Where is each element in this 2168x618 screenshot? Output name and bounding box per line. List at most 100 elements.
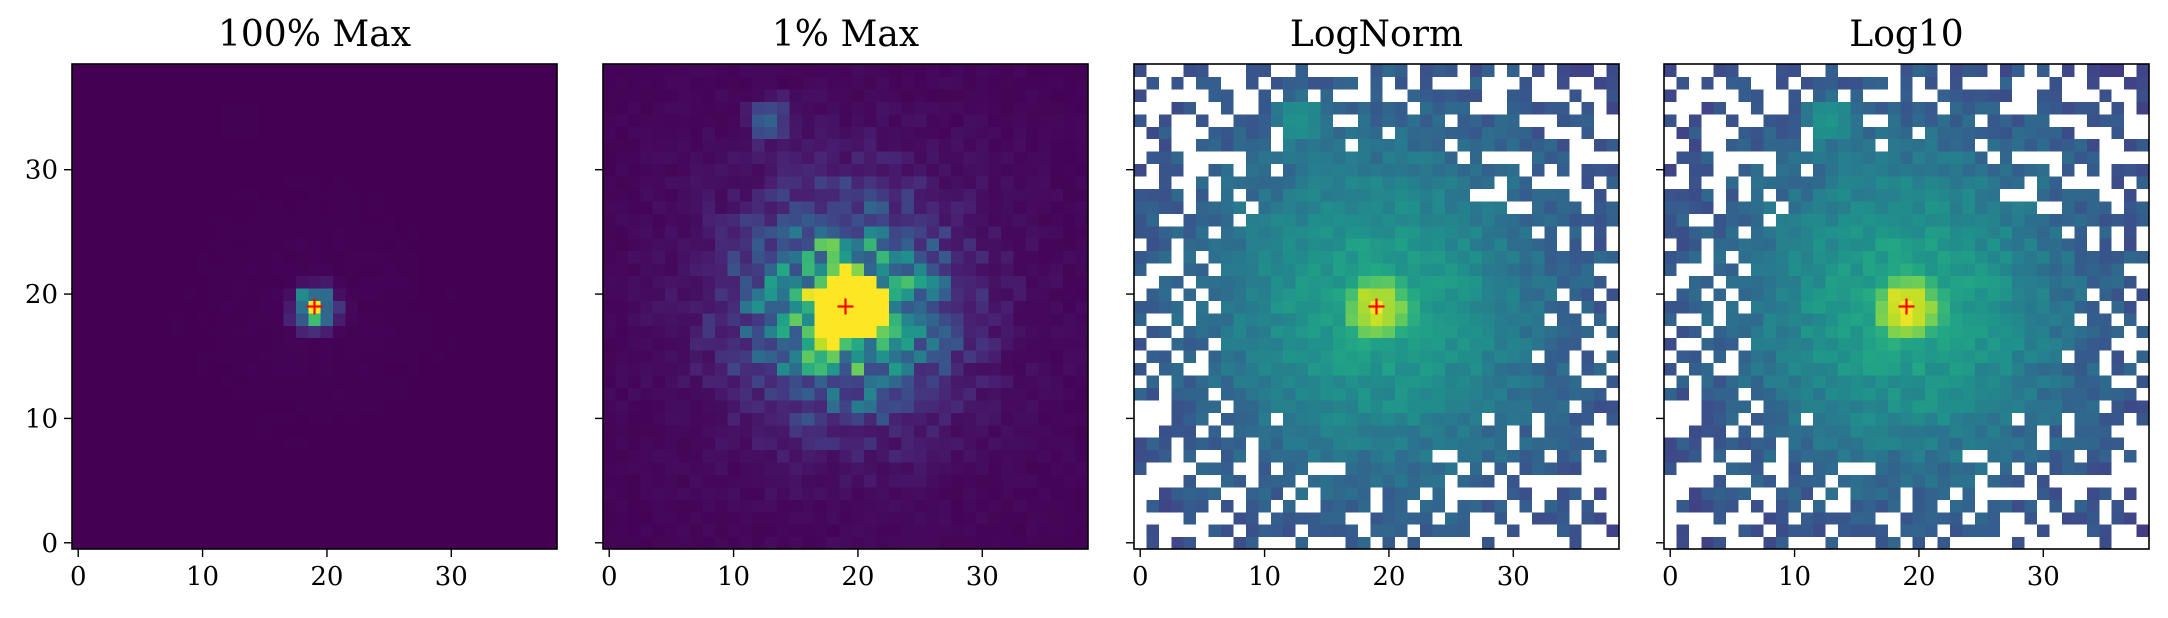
pixel (1606, 262, 1620, 277)
pixel (1407, 536, 1421, 550)
pixel (1912, 437, 1926, 451)
pixel (665, 374, 679, 388)
pixel (826, 486, 840, 500)
pixel (777, 76, 791, 90)
pixel (2099, 524, 2113, 538)
pixel (1606, 536, 1620, 550)
panel-3-image (1134, 64, 1620, 550)
pixel (640, 113, 654, 127)
pixel (1245, 387, 1259, 401)
pixel (1233, 275, 1247, 289)
pixel (482, 312, 496, 326)
pixel (469, 461, 483, 475)
pixel (1283, 387, 1297, 401)
pixel (777, 486, 791, 500)
pixel (1370, 262, 1384, 277)
pixel (1407, 101, 1421, 115)
pixel (714, 175, 728, 189)
pixel (295, 225, 309, 239)
pixel (1875, 449, 1889, 463)
pixel (901, 262, 915, 277)
pixel (1987, 511, 2001, 525)
pixel (603, 262, 617, 277)
pixel (951, 225, 965, 239)
pixel (727, 374, 741, 388)
pixel (913, 262, 927, 277)
pixel (789, 88, 803, 102)
pixel (370, 113, 384, 127)
panel-1-frame (71, 63, 558, 550)
pixel (1134, 213, 1148, 227)
pixel (814, 424, 828, 438)
pixel (196, 175, 210, 189)
pixel (1457, 312, 1471, 326)
pixel (652, 113, 666, 127)
pixel (988, 387, 1002, 401)
pixel (1075, 175, 1089, 189)
pixel (1531, 312, 1545, 326)
pixel (926, 200, 940, 214)
pixel (432, 474, 446, 488)
pixel (1075, 262, 1089, 277)
pixel (233, 225, 247, 239)
pixel (370, 64, 384, 78)
pixel (1544, 126, 1558, 140)
pixel (407, 449, 421, 463)
pixel (1950, 449, 1964, 463)
pixel (627, 151, 641, 165)
pixel (519, 275, 533, 289)
pixel (1395, 412, 1409, 426)
pixel (1581, 486, 1595, 500)
pixel (1183, 238, 1197, 252)
pixel (333, 250, 347, 264)
pixel (1196, 262, 1210, 277)
pixel (1308, 88, 1322, 102)
pixel (1556, 399, 1570, 413)
pixel (1183, 449, 1197, 463)
pixel (764, 88, 778, 102)
pixel (1494, 300, 1508, 314)
pixel (1025, 163, 1039, 177)
pixel (627, 126, 641, 140)
pixel (1000, 499, 1014, 513)
pixel (615, 64, 629, 78)
pixel (432, 126, 446, 140)
pixel (482, 213, 496, 227)
pixel (1308, 437, 1322, 451)
pixel (1444, 101, 1458, 115)
pixel (702, 437, 716, 451)
pixel (1556, 325, 1570, 339)
pixel (544, 424, 558, 438)
pixel (627, 300, 641, 314)
pixel (96, 225, 110, 239)
pixel (1283, 238, 1297, 252)
pixel (951, 486, 965, 500)
pixel (1183, 126, 1197, 140)
pixel (2136, 511, 2150, 525)
panel-1-image (72, 64, 558, 550)
pixel (246, 350, 260, 364)
pixel (764, 287, 778, 301)
pixel (988, 238, 1002, 252)
pixel (507, 412, 521, 426)
pixel (727, 499, 741, 513)
pixel (752, 511, 766, 525)
pixel (519, 461, 533, 475)
pixel (702, 511, 716, 525)
pixel (627, 175, 641, 189)
pixel (901, 113, 915, 127)
pixel (494, 412, 508, 426)
pixel (1196, 424, 1210, 438)
pixel (901, 275, 915, 289)
pixel (1320, 238, 1334, 252)
pixel (1606, 362, 1620, 376)
pixel (627, 387, 641, 401)
pixel (1270, 163, 1284, 177)
pixel (963, 262, 977, 277)
pixel (1320, 387, 1334, 401)
pixel (333, 175, 347, 189)
pixel (183, 362, 197, 376)
pixel (96, 536, 110, 550)
pixel (1594, 362, 1608, 376)
pixel (839, 312, 853, 326)
